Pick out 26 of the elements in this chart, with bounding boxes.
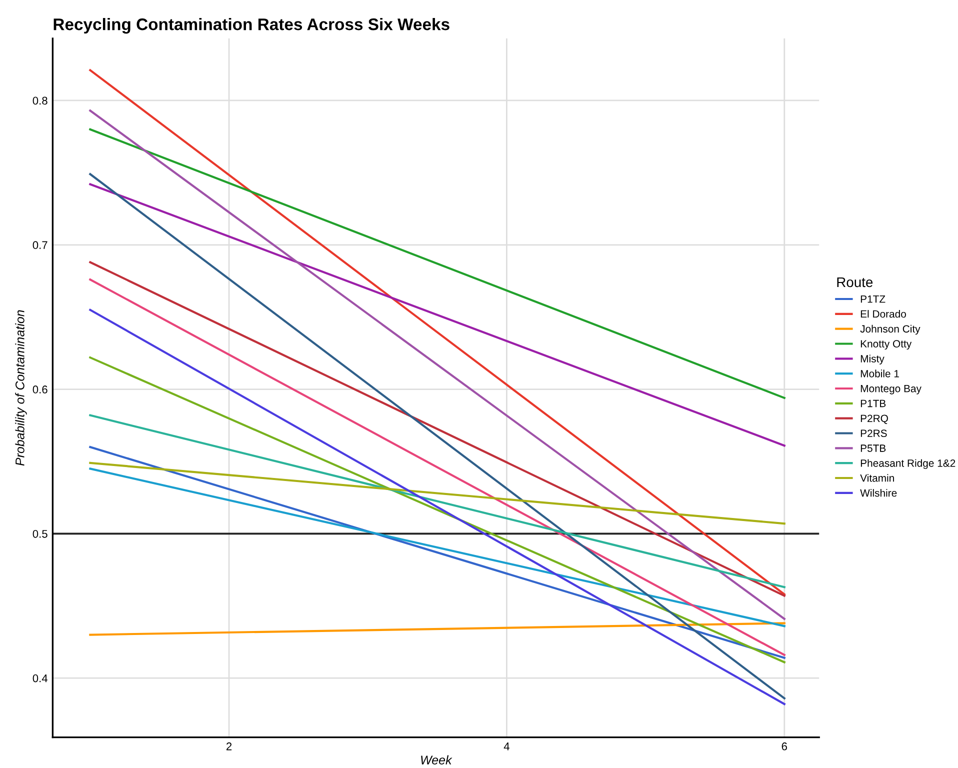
legend-label: Wilshire bbox=[860, 489, 897, 497]
legend-label: Knotty Otty bbox=[860, 340, 912, 350]
legend-label: P2RS bbox=[860, 430, 887, 438]
legend-label: P2RQ bbox=[860, 414, 888, 424]
legend-label: P5TB bbox=[860, 444, 886, 452]
legend-label: Mobile 1 bbox=[860, 370, 899, 378]
chart-title: Recycling Contamination Rates Across Six Weeks bbox=[54, 18, 450, 34]
y-tick-label: 0.4 bbox=[32, 674, 48, 682]
y-tick-label: 0.7 bbox=[32, 241, 48, 250]
legend-label: P1TZ bbox=[860, 295, 886, 303]
legend-label: Johnson City bbox=[860, 324, 920, 335]
x-tick-label: 4 bbox=[504, 742, 510, 750]
legend-label: El Dorado bbox=[860, 310, 906, 318]
y-tick-label: 0.8 bbox=[32, 96, 48, 105]
y-tick-label: 0.5 bbox=[32, 530, 48, 538]
legend-label: Misty bbox=[860, 354, 884, 364]
y-tick-label: 0.6 bbox=[32, 386, 48, 394]
legend-label: Vitamin bbox=[860, 474, 894, 482]
x-axis-title: Week bbox=[421, 755, 452, 764]
legend-label: Montego Bay bbox=[860, 384, 922, 394]
y-axis-title: Probability of Contamination bbox=[15, 310, 27, 466]
x-tick-label: 2 bbox=[226, 742, 232, 750]
x-tick-label: 6 bbox=[782, 742, 787, 750]
legend-title: Route bbox=[837, 277, 873, 288]
legend-label: Pheasant Ridge 1&2 bbox=[860, 459, 956, 469]
legend-label: P1TB bbox=[860, 400, 886, 408]
